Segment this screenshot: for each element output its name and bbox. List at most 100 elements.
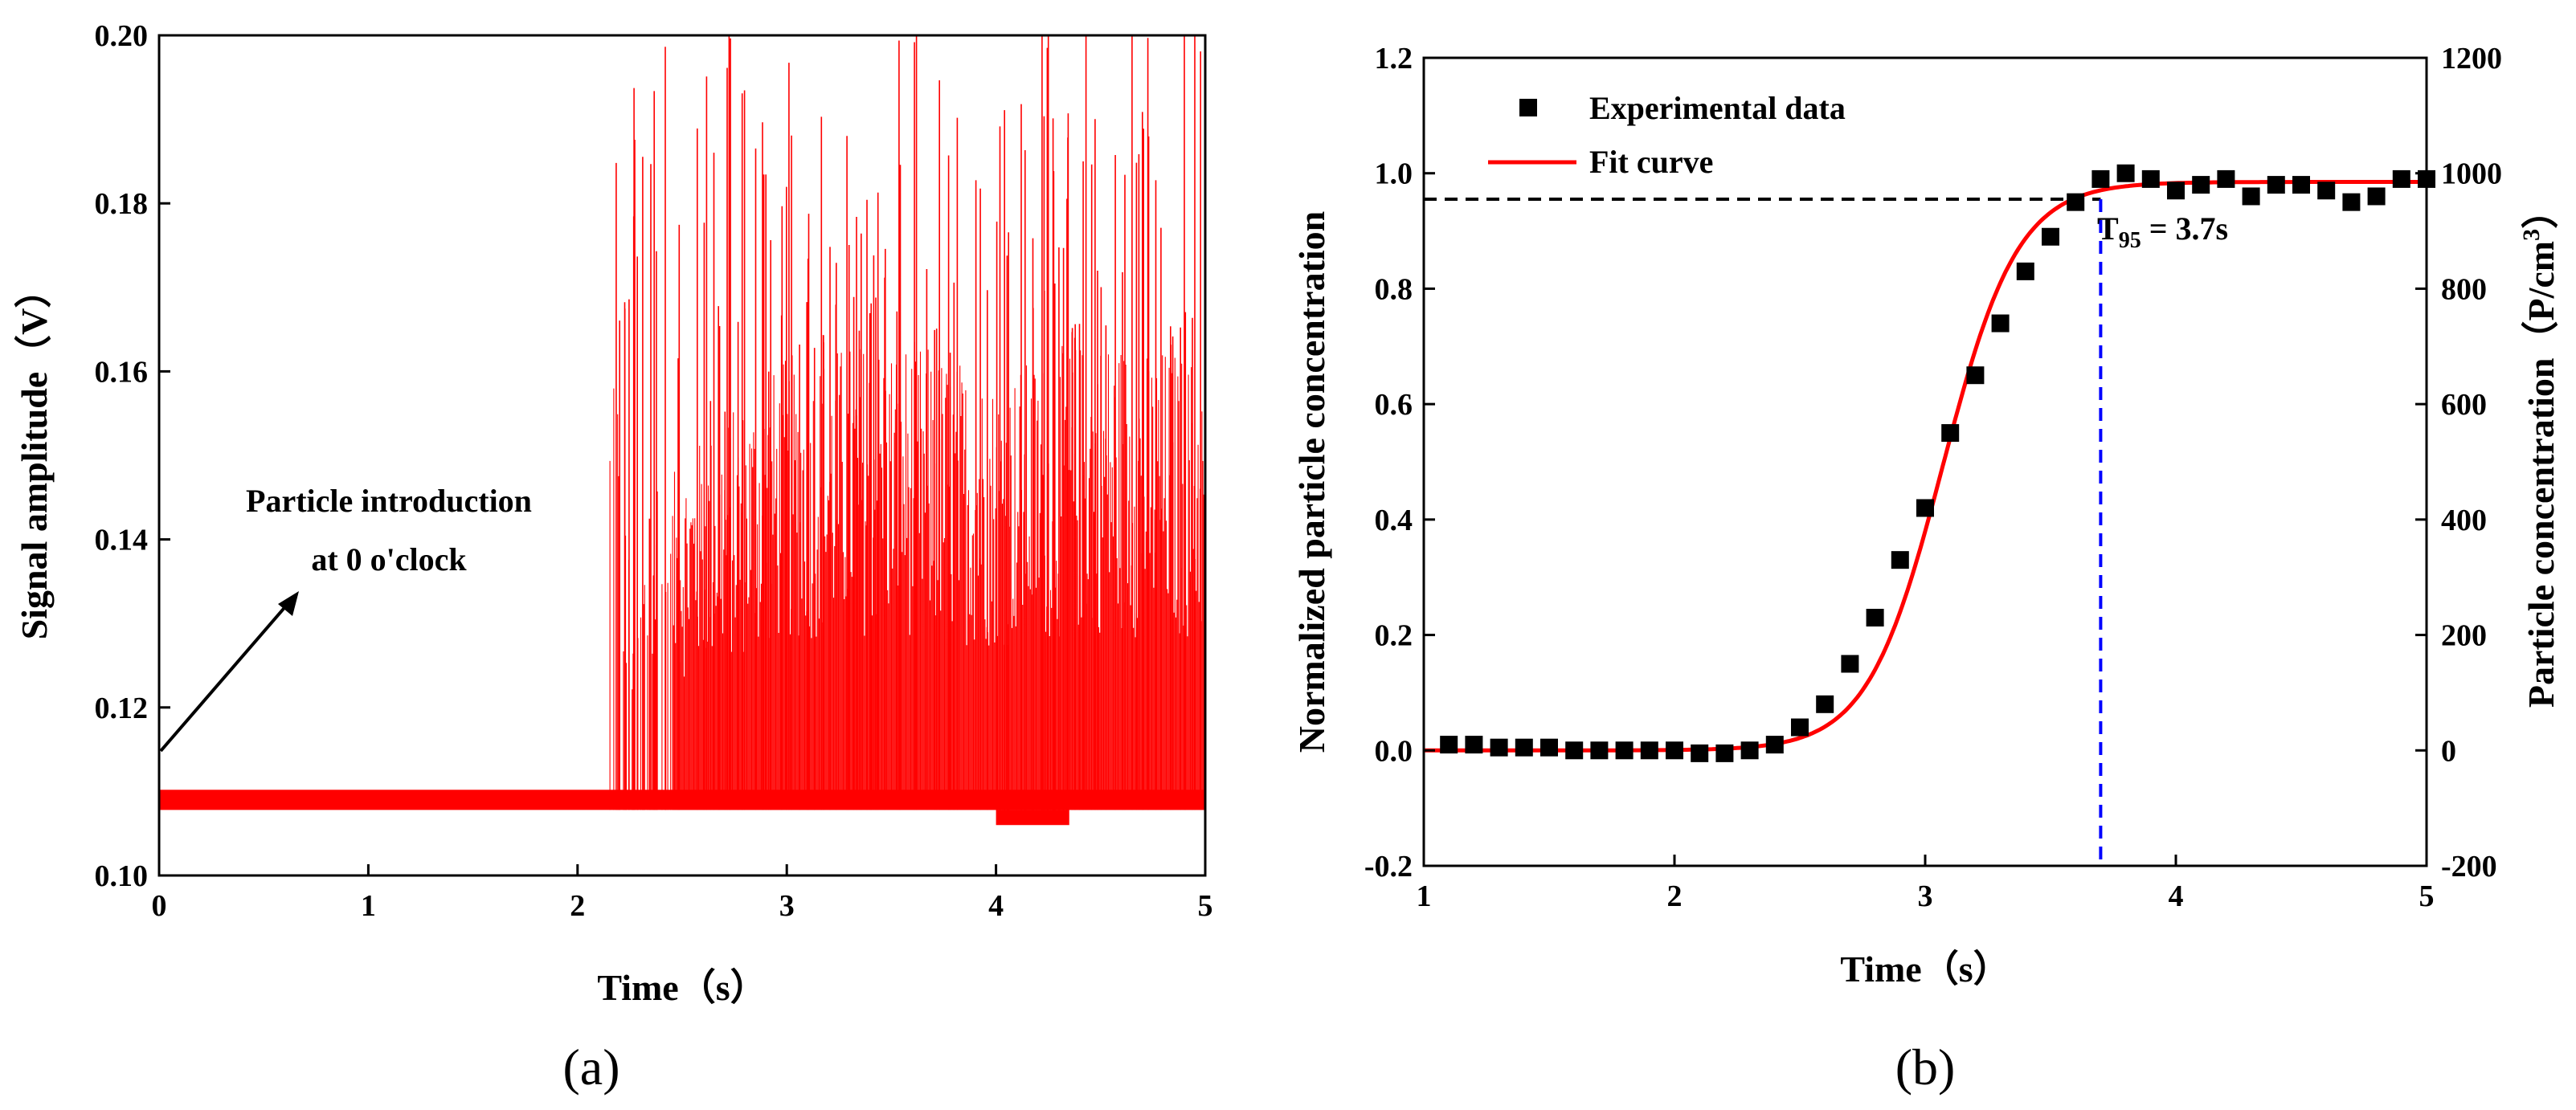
b-x-tick-label: 5: [2419, 879, 2435, 913]
fit-curve: [1424, 180, 2427, 753]
b-left-y-tick-label: 0.8: [1375, 272, 1413, 306]
annotation-arrowhead: [278, 591, 299, 616]
t95-annotation: T95 = 3.7s: [2097, 210, 2228, 253]
a-x-tick-label: 5: [1198, 889, 1213, 923]
b-right-y-tick-label: -200: [2441, 850, 2497, 884]
annotation-line-2: at 0 o'clock: [311, 541, 467, 577]
panel-b-label: (b): [1895, 1039, 1956, 1096]
b-left-y-tick-label: -0.2: [1364, 850, 1413, 884]
b-right-y-tick-label: 1200: [2441, 42, 2502, 75]
panel-b-reference-lines: [1424, 198, 2103, 866]
experimental-data-point: [2217, 169, 2235, 188]
a-x-tick-label: 2: [570, 889, 585, 923]
signal-baseline-dip: [996, 810, 1069, 826]
experimental-data-point: [2116, 164, 2135, 182]
legend-marker-experimental: [1519, 99, 1537, 116]
b-left-y-tick-label: 1.0: [1375, 157, 1413, 191]
a-y-tick-label: 0.16: [95, 355, 149, 389]
experimental-data-point: [1540, 738, 1558, 757]
experimental-data-point: [1666, 741, 1683, 760]
panel-b-right-y-ticks: -200 0 200 400 600 800 1000 1200: [2415, 42, 2502, 884]
experimental-data-point: [1991, 314, 2010, 333]
experimental-data-point: [2067, 193, 2085, 211]
legend-label-fit: Fit curve: [1589, 144, 1713, 180]
panel-a-x-axis-label: Time（s）: [597, 967, 767, 1008]
panel-b-particle-concentration-chart: 1 2 3 4 5 -0.2 0.0 0.2 0.4 0.6 0.8 1.0 1.2 -200 0 200…: [1291, 42, 2562, 1096]
b-right-y-tick-label: 0: [2441, 734, 2456, 768]
experimental-data-point: [1791, 718, 1809, 737]
t95-value: = 3.7s: [2141, 210, 2228, 247]
b-right-y-tick-label: 1000: [2441, 157, 2502, 191]
experimental-data-point: [1691, 744, 1709, 762]
a-y-tick-label: 0.12: [95, 692, 149, 725]
b-x-tick-label: 1: [1417, 879, 1432, 913]
signal-trace: [159, 35, 1206, 826]
experimental-data-point: [2292, 176, 2310, 194]
experimental-data-point: [1816, 695, 1834, 713]
experimental-data-point: [1640, 741, 1658, 760]
experimental-data-point: [2167, 182, 2185, 200]
b-right-y-tick-label: 600: [2441, 388, 2487, 422]
a-y-tick-label: 0.10: [95, 859, 149, 893]
b-left-y-tick-label: 1.2: [1375, 42, 1413, 75]
b-left-y-tick-label: 0.2: [1375, 619, 1413, 653]
experimental-data-point: [2016, 262, 2034, 280]
experimental-data-point: [1740, 741, 1759, 760]
experimental-data-points: [1440, 164, 2435, 762]
experimental-data-point: [2392, 169, 2410, 188]
panel-a-label: (a): [562, 1039, 619, 1096]
b-right-y-tick-label: 400: [2441, 504, 2487, 537]
experimental-data-point: [1465, 736, 1483, 754]
experimental-data-point: [1891, 551, 1909, 569]
annotation-arrow: [159, 602, 289, 753]
experimental-data-point: [1966, 366, 1985, 385]
experimental-data-point: [1565, 741, 1584, 760]
a-x-tick-label: 1: [361, 889, 376, 923]
b-right-y-tick-label: 800: [2441, 272, 2487, 306]
panel-a-annotation: Particle introduction at 0 o'clock: [159, 483, 532, 753]
b-left-y-tick-label: 0.0: [1375, 734, 1413, 768]
experimental-data-point: [1916, 499, 1934, 517]
panel-a-x-ticks: 0 1 2 3 4 5: [152, 864, 1213, 923]
experimental-data-point: [1765, 736, 1784, 754]
a-y-tick-label: 0.18: [95, 187, 149, 221]
panel-a-y-ticks: 0.10 0.12 0.14 0.16 0.18 0.20: [95, 19, 170, 893]
panel-b-x-axis-label: Time（s）: [1840, 949, 2010, 990]
experimental-data-point: [2267, 176, 2285, 194]
experimental-data-point: [1440, 736, 1458, 754]
right-y-label-main: Particle concentration（P/cm: [2521, 241, 2562, 708]
signal-spikes: [615, 35, 1201, 810]
experimental-data-point: [2367, 187, 2386, 206]
experimental-data-point: [1615, 741, 1634, 760]
t95-main: T: [2097, 210, 2119, 247]
panel-b-left-y-axis-label: Normalized particle concentration: [1291, 211, 1332, 753]
panel-b-left-y-ticks: -0.2 0.0 0.2 0.4 0.6 0.8 1.0 1.2: [1364, 42, 1435, 884]
a-x-tick-label: 3: [779, 889, 795, 923]
b-x-tick-label: 3: [1918, 879, 1933, 913]
a-y-tick-label: 0.20: [95, 19, 149, 53]
experimental-data-point: [2192, 176, 2210, 194]
experimental-data-point: [1841, 655, 1859, 673]
b-left-y-tick-label: 0.4: [1375, 504, 1413, 537]
experimental-data-point: [1490, 738, 1508, 757]
legend-label-experimental: Experimental data: [1589, 90, 1846, 126]
a-x-tick-label: 4: [988, 889, 1004, 923]
b-x-tick-label: 4: [2169, 879, 2184, 913]
b-right-y-tick-label: 200: [2441, 619, 2487, 653]
experimental-data-point: [2317, 182, 2336, 200]
fit-curve-line: [1424, 180, 2427, 753]
panel-b-x-ticks: 1 2 3 4 5: [1417, 855, 2435, 913]
b-left-y-tick-label: 0.6: [1375, 388, 1413, 422]
right-y-label-superscript: 3: [2518, 229, 2545, 241]
experimental-data-point: [1715, 744, 1734, 762]
experimental-data-point: [2242, 187, 2260, 206]
a-y-tick-label: 0.14: [95, 524, 149, 557]
annotation-line-1: Particle introduction: [246, 483, 532, 519]
experimental-data-point: [2141, 169, 2160, 188]
experimental-data-point: [2091, 169, 2110, 188]
panel-a-y-axis-label: Signal amplitude（V）: [14, 271, 55, 640]
t95-subscript: 95: [2119, 228, 2141, 253]
experimental-data-point: [1515, 738, 1533, 757]
experimental-data-point: [1941, 424, 1960, 443]
